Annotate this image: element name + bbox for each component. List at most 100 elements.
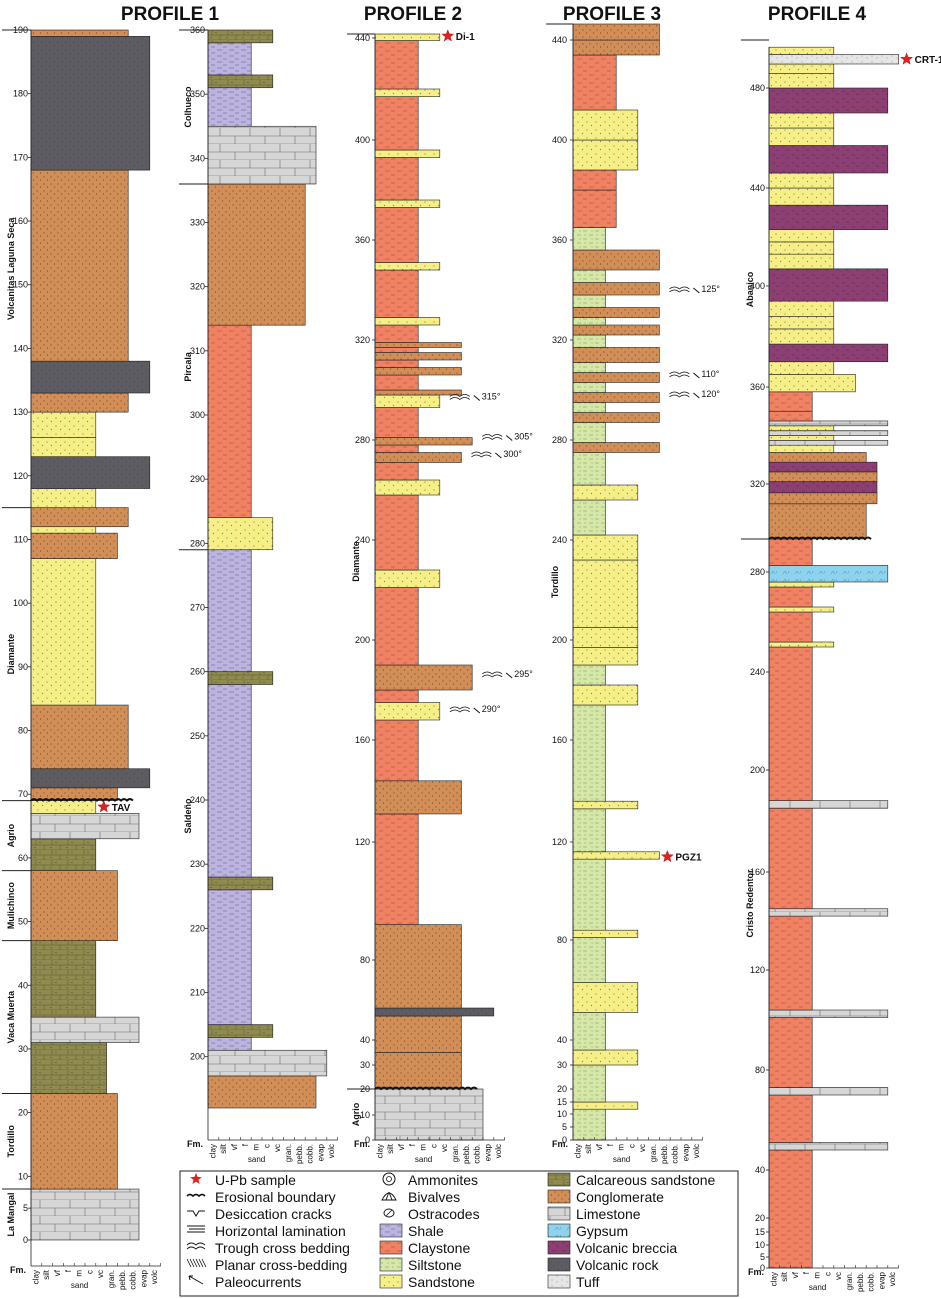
- formation-label: Agrio: [6, 823, 16, 847]
- bed-calcareous-sandstone: [207, 876, 274, 891]
- bed-conglomerate: [768, 452, 867, 463]
- legend-label: Conglomerate: [576, 1189, 664, 1205]
- sample-label: TAV: [112, 803, 131, 814]
- bed-siltstone: [572, 402, 606, 413]
- bed-limestone: [30, 1188, 140, 1241]
- trough-cross-bedding-icon: [449, 706, 471, 713]
- paleocurrent-label: 110°: [701, 369, 719, 379]
- bed-conglomerate: [374, 780, 462, 815]
- axis-tick-label: 120: [13, 471, 28, 481]
- bed-sandstone: [374, 149, 441, 158]
- bed-sandstone: [768, 253, 835, 270]
- bed-claystone: [374, 407, 419, 438]
- bed-calcareous-sandstone: [30, 1042, 107, 1094]
- bed-conglomerate: [572, 347, 660, 363]
- fm-axis-label: Fm.: [10, 1265, 26, 1275]
- grain-size-label: m: [75, 1270, 84, 1277]
- grain-size-label: vc: [273, 1144, 282, 1152]
- legend-ammonite-inner-icon: [386, 1176, 392, 1182]
- paleocurrent-label: 120°: [701, 389, 720, 399]
- axis-tick-label: 300: [190, 410, 205, 420]
- bed-siltstone: [572, 937, 606, 983]
- axis-tick-label: 15: [557, 1097, 567, 1107]
- profile-1-column-lower: 0 5 10 20 30 40 50 60 70 80 90 100 110 120 130 140 150 16…: [2, 25, 161, 1290]
- bed-volcanic-breccia: [768, 461, 878, 473]
- paleocurrent-arrow: [693, 287, 700, 294]
- bed-sandstone: [30, 558, 97, 706]
- grain-size-scale: clay silt vf f m c vc gran. pebb. cobb. evap volc sa…: [748, 1265, 899, 1292]
- bed-calcareous-sandstone: [30, 940, 97, 1018]
- trough-cross-bedding-icon: [449, 394, 471, 400]
- bed-conglomerate: [572, 324, 660, 336]
- bed-conglomerate: [30, 1093, 118, 1190]
- axis-tick-label: 20: [755, 1213, 765, 1223]
- axis-tick-label: 40: [18, 980, 28, 990]
- bed-sandstone: [572, 982, 639, 1013]
- grain-size-group-label: sand: [613, 1155, 630, 1164]
- legend-label: Volcanic breccia: [576, 1240, 677, 1256]
- formation-label: La Mangal: [6, 1193, 16, 1237]
- axis-tick-label: 260: [190, 667, 205, 677]
- legend-paleocurrent-icon: [188, 1275, 204, 1285]
- bed-conglomerate: [374, 1052, 462, 1090]
- legend-label: Calcareous sandstone: [576, 1172, 716, 1188]
- grain-size-label: silt: [386, 1143, 395, 1154]
- trough-cross-bedding-icon: [471, 451, 492, 458]
- bed-volcanic-breccia: [768, 204, 889, 230]
- axis-tick-label: 200: [355, 635, 370, 645]
- axis-tick-label: 480: [750, 83, 765, 93]
- beds: [30, 29, 151, 1241]
- bed-claystone: [374, 462, 419, 481]
- axis-tick-label: 400: [355, 135, 370, 145]
- axis-tick-label: 30: [360, 1060, 370, 1070]
- legend-ammonite-icon: [382, 1172, 396, 1186]
- bed-sandstone: [30, 488, 97, 508]
- paleocurrent-label: 315°: [482, 392, 501, 402]
- sample-star-icon: [441, 29, 455, 42]
- bed-siltstone: [572, 1012, 606, 1051]
- bed-conglomerate: [572, 442, 660, 453]
- grain-size-scale: clay silt vf f m c vc gran. pebb. cobb. evap volc sa…: [552, 1137, 703, 1164]
- grain-size-label: vf: [53, 1269, 62, 1276]
- bed-sandstone: [374, 394, 441, 408]
- bed-volcanic-rock: [30, 456, 151, 489]
- axis-tick-label: 130: [13, 407, 28, 417]
- sample-label: Di-1: [456, 32, 475, 43]
- bed-siltstone: [572, 317, 606, 326]
- legend-label: Ostracodes: [408, 1206, 480, 1222]
- bed-siltstone: [572, 499, 606, 536]
- bed-calcareous-sandstone: [207, 1024, 274, 1038]
- legend-frame: [179, 1170, 739, 1297]
- paleocurrent-label: 295°: [514, 669, 533, 679]
- bed-shale: [207, 42, 252, 76]
- axis-tick-label: 30: [18, 1044, 28, 1054]
- bed-sandstone: [768, 374, 856, 393]
- bed-conglomerate: [30, 29, 129, 37]
- bed-limestone: [768, 800, 889, 809]
- bed-volcanic-breccia: [768, 145, 889, 174]
- grain-size-label: vf: [791, 1271, 800, 1278]
- bed-limestone: [30, 1016, 140, 1043]
- bed-conglomerate: [572, 282, 660, 296]
- legend-label: Erosional boundary: [215, 1189, 336, 1205]
- bed-sandstone: [768, 73, 835, 89]
- legend-swatch-siltstone: [379, 1257, 403, 1272]
- bed-limestone: [207, 125, 317, 185]
- bed-siltstone: [572, 362, 606, 373]
- bed-limestone: [768, 1142, 889, 1151]
- trough-cross-bedding-icon: [481, 671, 503, 678]
- sample-star-icon: [900, 52, 914, 65]
- beds: [374, 33, 495, 1141]
- bed-sandstone: [768, 315, 835, 330]
- grain-size-label: volc: [494, 1144, 503, 1158]
- bed-sandstone: [30, 411, 97, 438]
- legend-swatch-tuff: [547, 1274, 571, 1289]
- axis-tick-label: 70: [18, 789, 28, 799]
- profile-titles: PROFILE 1 PROFILE 2 PROFILE 3 PROFILE 4: [121, 4, 867, 25]
- profile-3-column: 0 5 10 15 20 30 40 80 120 160 200 240 280 320 360 400 44…: [546, 23, 720, 1164]
- axis-tick-label: 280: [355, 435, 370, 445]
- axis-tick-label: 200: [552, 635, 567, 645]
- bed-sandstone: [768, 435, 835, 441]
